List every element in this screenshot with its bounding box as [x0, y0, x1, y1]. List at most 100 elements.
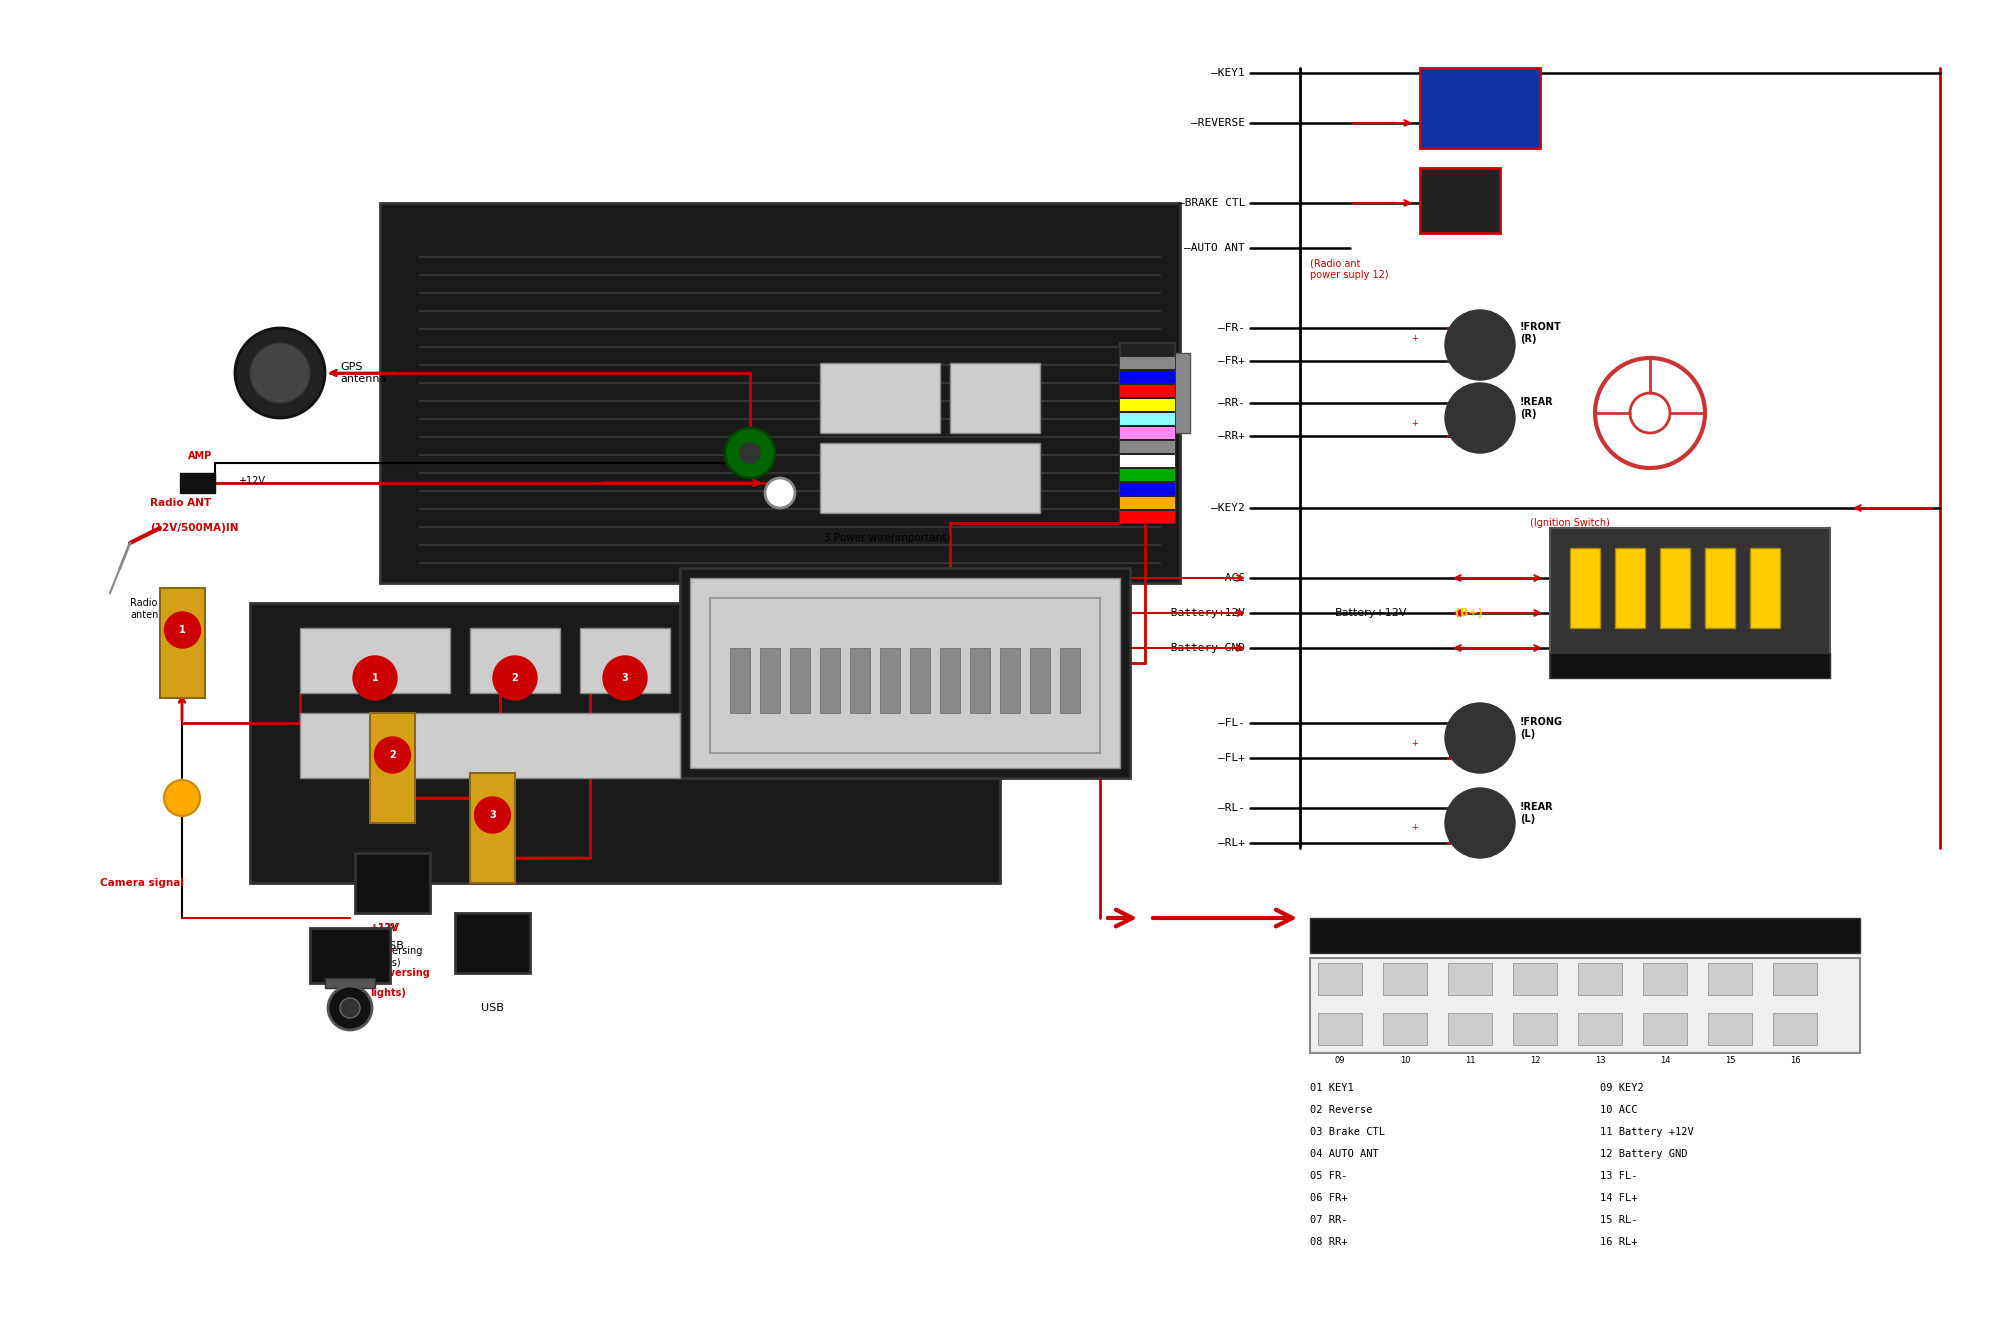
FancyBboxPatch shape — [1120, 455, 1176, 467]
Text: +: + — [1412, 333, 1418, 343]
Text: 3: 3 — [622, 673, 628, 682]
Text: —RL+: —RL+ — [1218, 838, 1244, 848]
Text: 04: 04 — [1530, 1006, 1540, 1014]
Text: 1: 1 — [372, 673, 378, 682]
Circle shape — [764, 479, 796, 508]
FancyBboxPatch shape — [1120, 469, 1176, 481]
FancyBboxPatch shape — [1120, 441, 1176, 453]
Text: 01 KEY1: 01 KEY1 — [1310, 1082, 1354, 1093]
Circle shape — [328, 986, 372, 1030]
FancyBboxPatch shape — [1120, 357, 1176, 369]
Circle shape — [340, 998, 360, 1018]
FancyBboxPatch shape — [1120, 511, 1176, 523]
FancyBboxPatch shape — [1420, 168, 1500, 233]
Text: lights): lights) — [370, 988, 406, 998]
FancyBboxPatch shape — [820, 648, 840, 713]
Text: Power positive+ from battery,
firewire.: Power positive+ from battery, firewire. — [794, 623, 950, 645]
Text: 08 RR+: 08 RR+ — [1310, 1237, 1348, 1246]
Text: 2: 2 — [512, 673, 518, 682]
FancyBboxPatch shape — [940, 648, 960, 713]
FancyBboxPatch shape — [1120, 497, 1176, 509]
Text: —RR+: —RR+ — [1218, 431, 1244, 441]
Circle shape — [724, 428, 776, 479]
FancyBboxPatch shape — [1448, 1013, 1492, 1045]
FancyBboxPatch shape — [1570, 548, 1600, 628]
Text: 10: 10 — [1400, 1056, 1410, 1065]
Text: —FL+: —FL+ — [1218, 753, 1244, 762]
Text: 06 FR+: 06 FR+ — [1310, 1193, 1348, 1202]
Text: —AUTO ANT: —AUTO ANT — [1184, 243, 1244, 253]
FancyBboxPatch shape — [790, 648, 810, 713]
FancyBboxPatch shape — [1318, 962, 1362, 994]
Text: 12: 12 — [1530, 1056, 1540, 1065]
FancyBboxPatch shape — [1310, 918, 1860, 953]
Text: Radio
antena: Radio antena — [130, 599, 164, 620]
Text: 09: 09 — [1334, 1056, 1346, 1065]
FancyBboxPatch shape — [1708, 962, 1752, 994]
FancyBboxPatch shape — [580, 628, 670, 693]
FancyBboxPatch shape — [456, 913, 530, 973]
FancyBboxPatch shape — [1660, 548, 1690, 628]
Text: !FRONG
(L): !FRONG (L) — [1520, 717, 1564, 738]
Text: USB: USB — [480, 1002, 504, 1013]
Text: —RL-: —RL- — [1218, 802, 1244, 813]
Text: —FR+: —FR+ — [1218, 356, 1244, 367]
Text: 09 KEY2: 09 KEY2 — [1600, 1082, 1644, 1093]
Text: AMP: AMP — [188, 451, 212, 461]
Text: !REAR
(R): !REAR (R) — [1520, 397, 1554, 419]
FancyBboxPatch shape — [1120, 483, 1176, 495]
FancyBboxPatch shape — [1514, 1013, 1556, 1045]
FancyBboxPatch shape — [760, 648, 780, 713]
Text: —RR-: —RR- — [1218, 399, 1244, 408]
FancyBboxPatch shape — [1774, 962, 1818, 994]
Text: 07 RR-: 07 RR- — [1310, 1214, 1348, 1225]
FancyBboxPatch shape — [1578, 1013, 1622, 1045]
FancyBboxPatch shape — [380, 203, 1180, 583]
FancyBboxPatch shape — [1140, 353, 1190, 433]
Text: +: + — [1412, 419, 1418, 428]
FancyBboxPatch shape — [356, 853, 430, 913]
Text: +12V
GND
(Reversing
lights): +12V GND (Reversing lights) — [370, 922, 422, 968]
Text: (B+): (B+) — [1456, 608, 1482, 619]
Text: —REVERSE: —REVERSE — [1192, 119, 1244, 128]
FancyBboxPatch shape — [250, 603, 1000, 882]
FancyBboxPatch shape — [1578, 962, 1622, 994]
Circle shape — [1444, 311, 1516, 380]
Text: 13 FL-: 13 FL- — [1600, 1170, 1638, 1181]
Text: 07: 07 — [1724, 1006, 1736, 1014]
FancyBboxPatch shape — [880, 648, 900, 713]
Text: (Radio ant
power suply 12): (Radio ant power suply 12) — [1310, 259, 1388, 280]
FancyBboxPatch shape — [160, 588, 206, 698]
Text: —Battery+12V: —Battery+12V — [1164, 608, 1244, 619]
Circle shape — [604, 656, 648, 700]
FancyBboxPatch shape — [1420, 68, 1540, 148]
FancyBboxPatch shape — [1614, 548, 1644, 628]
Circle shape — [236, 328, 324, 419]
Text: GPS
antenna: GPS antenna — [340, 363, 386, 384]
Text: GND: GND — [370, 946, 394, 956]
Text: 10 ACC: 10 ACC — [1600, 1105, 1638, 1114]
FancyBboxPatch shape — [710, 599, 1100, 753]
FancyBboxPatch shape — [1644, 962, 1688, 994]
Text: 03: 03 — [1464, 1006, 1476, 1014]
FancyBboxPatch shape — [300, 628, 450, 693]
Text: 2: 2 — [390, 750, 396, 760]
Text: 12V: 12V — [1472, 105, 1488, 111]
Circle shape — [474, 797, 510, 833]
Text: 14 FL+: 14 FL+ — [1600, 1193, 1638, 1202]
FancyBboxPatch shape — [470, 628, 560, 693]
FancyBboxPatch shape — [820, 443, 1040, 513]
Text: 13: 13 — [1594, 1056, 1606, 1065]
Text: 08: 08 — [1790, 1006, 1800, 1014]
FancyBboxPatch shape — [690, 579, 1120, 768]
Text: ACC(This wire is positive +
be control via key,memory): ACC(This wire is positive + be control v… — [806, 568, 950, 589]
Text: 11: 11 — [1464, 1056, 1476, 1065]
Circle shape — [352, 656, 396, 700]
Circle shape — [740, 443, 760, 463]
Text: !FRONT
(R): !FRONT (R) — [1520, 323, 1562, 344]
FancyBboxPatch shape — [1120, 399, 1176, 411]
FancyBboxPatch shape — [850, 648, 870, 713]
Text: (Reversing: (Reversing — [370, 968, 430, 978]
Circle shape — [164, 612, 200, 648]
Text: 14: 14 — [1660, 1056, 1670, 1065]
